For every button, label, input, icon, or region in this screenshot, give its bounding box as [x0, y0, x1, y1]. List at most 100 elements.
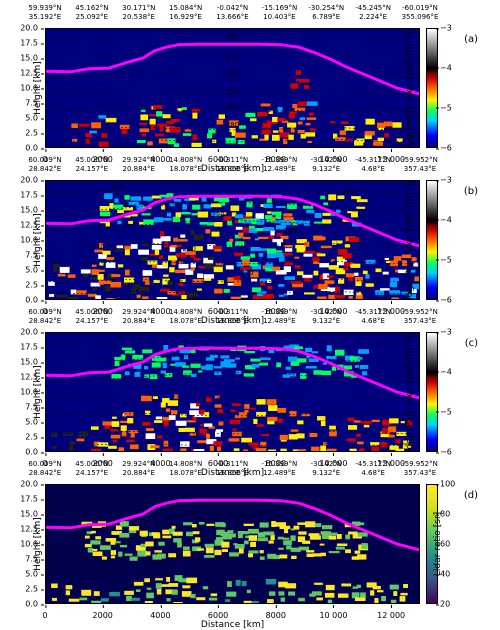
coord-label: -59.952°N357.43°E: [402, 308, 438, 326]
contour-label: 210: [341, 188, 354, 196]
contour-label: 270: [240, 269, 253, 277]
colorbar-tick: −6: [440, 296, 452, 305]
colorbar-tick: −5: [440, 103, 452, 112]
coord-label: -0.042°N13.666°E: [216, 4, 248, 22]
colorbar-label: log₁₀(Part. ext. coef. [m⁻¹]): [405, 28, 415, 148]
coord-label: 45.162°N25.092°E: [75, 4, 108, 22]
colorbar-tick: −4: [440, 63, 452, 72]
panel-letter: (a): [464, 34, 478, 45]
plot-area: [45, 484, 420, 604]
colorbar-tick: −3: [440, 328, 452, 337]
y-tick: 0.0: [25, 448, 41, 457]
colorbar-tick: −3: [440, 24, 452, 33]
panel-a: 19021023025026028059.939°N35.192°E45.162…: [45, 28, 420, 148]
coord-label: -0.311°N15.366°E: [216, 156, 248, 174]
y-tick: 2.5: [25, 281, 41, 290]
colorbar-tick: −6: [440, 144, 452, 153]
colorbar-tick: 100: [440, 480, 455, 489]
coord-label: -60.019°N355.096°E: [402, 4, 439, 22]
coord-label: -0.311°N15.366°E: [216, 308, 248, 326]
coord-label: 29.924°N20.884°E: [122, 460, 155, 478]
panel-d: 60.009°N28.842°E45.006°N24.157°E29.924°N…: [45, 484, 420, 604]
coord-label: -30.42°N9.132°E: [311, 460, 342, 478]
contour-label: 260: [183, 245, 196, 253]
y-tick: 17.5: [20, 39, 41, 48]
x-tick: 6000: [208, 608, 228, 620]
coord-label: 45.006°N24.157°E: [75, 308, 108, 326]
colorbar: [426, 28, 438, 148]
coord-label: 29.924°N20.884°E: [122, 308, 155, 326]
coord-label: 60.009°N28.842°E: [28, 156, 61, 174]
contour-label: 260: [226, 103, 239, 111]
panel-letter: (d): [464, 490, 478, 501]
coord-label: -0.311°N15.366°E: [216, 460, 248, 478]
top-coords: 60.009°N28.842°E45.006°N24.157°E29.924°N…: [45, 460, 420, 484]
top-coords: 60.009°N28.842°E45.006°N24.157°E29.924°N…: [45, 156, 420, 180]
colorbar-tick: −4: [440, 215, 452, 224]
coord-label: -15.399°N12.489°E: [261, 460, 297, 478]
y-axis-label: Height [km]: [33, 213, 43, 267]
coord-label: -15.399°N12.489°E: [261, 156, 297, 174]
contour-label: 280: [226, 121, 239, 129]
coord-label: -30.254°N6.789°E: [308, 4, 344, 22]
x-tick: 0: [42, 608, 47, 620]
coord-label: -30.42°N9.132°E: [311, 156, 342, 174]
coord-label: -59.952°N357.43°E: [402, 156, 438, 174]
colorbar-label: Lidar ratio [sr]: [433, 512, 443, 576]
y-tick: 20.0: [20, 480, 41, 489]
coord-label: -15.399°N12.489°E: [261, 308, 297, 326]
coord-label: 45.006°N24.157°E: [75, 156, 108, 174]
colorbar: [426, 180, 438, 300]
coord-label: -45.245°N2.224°E: [355, 4, 391, 22]
coord-label: 29.924°N20.884°E: [122, 156, 155, 174]
top-coords: 60.009°N28.842°E45.006°N24.157°E29.924°N…: [45, 308, 420, 332]
x-tick: 12 000: [377, 608, 405, 620]
x-tick: 8000: [266, 608, 286, 620]
coord-label: 14.808°N18.078°E: [169, 156, 202, 174]
plot-area: 190 210 230 250 260 280: [45, 28, 420, 148]
y-tick: 2.5: [25, 129, 41, 138]
colorbar-label: log₁₀(Part. ext. coef. [m⁻¹]): [405, 180, 415, 300]
coord-label: -15.169°N10.403°E: [261, 4, 297, 22]
y-tick: 17.5: [20, 495, 41, 504]
y-tick: 5.0: [25, 114, 41, 123]
coord-label: 60.009°N28.842°E: [28, 460, 61, 478]
colorbar-tick: −4: [440, 367, 452, 376]
colorbar-tick: −6: [440, 448, 452, 457]
panel-b: 20021022024026027060.009°N28.842°E45.006…: [45, 180, 420, 300]
x-tick: 2000: [93, 608, 113, 620]
coord-label: 60.009°N28.842°E: [28, 308, 61, 326]
x-axis-label: Distance [km]: [201, 620, 264, 630]
coord-label: -45.317°N4.68°E: [355, 308, 391, 326]
panel-letter: (b): [464, 186, 478, 197]
plot-area: 200210220240260270: [45, 180, 420, 300]
y-tick: 17.5: [20, 191, 41, 200]
panel-letter: (c): [465, 338, 478, 349]
colorbar-tick: −5: [440, 255, 452, 264]
contour-label: 230: [226, 71, 239, 79]
y-tick: 17.5: [20, 343, 41, 352]
y-tick: 20.0: [20, 24, 41, 33]
colorbar: [426, 332, 438, 452]
y-tick: 2.5: [25, 433, 41, 442]
coord-label: -45.317°N4.68°E: [355, 460, 391, 478]
y-tick: 0.0: [25, 296, 41, 305]
plot-area: [45, 332, 420, 452]
y-tick: 0.0: [25, 600, 41, 609]
contour-label: 240: [284, 227, 297, 235]
coord-label: 30.171°N20.538°E: [122, 4, 155, 22]
y-tick: 5.0: [25, 570, 41, 579]
y-axis-label: Height [km]: [33, 61, 43, 115]
x-tick: 10 000: [319, 608, 347, 620]
contour-label: 210: [226, 53, 239, 61]
y-tick: 2.5: [25, 585, 41, 594]
x-tick: 4000: [150, 608, 170, 620]
top-coords: 59.939°N35.192°E45.162°N25.092°E30.171°N…: [45, 4, 420, 28]
contour-label: 250: [226, 88, 239, 96]
coord-label: 14.808°N18.078°E: [169, 308, 202, 326]
y-tick: 20.0: [20, 328, 41, 337]
y-axis-label: Height [km]: [33, 517, 43, 571]
contour-label: 190: [226, 33, 239, 41]
coord-label: 59.939°N35.192°E: [28, 4, 61, 22]
colorbar-tick: −5: [440, 407, 452, 416]
